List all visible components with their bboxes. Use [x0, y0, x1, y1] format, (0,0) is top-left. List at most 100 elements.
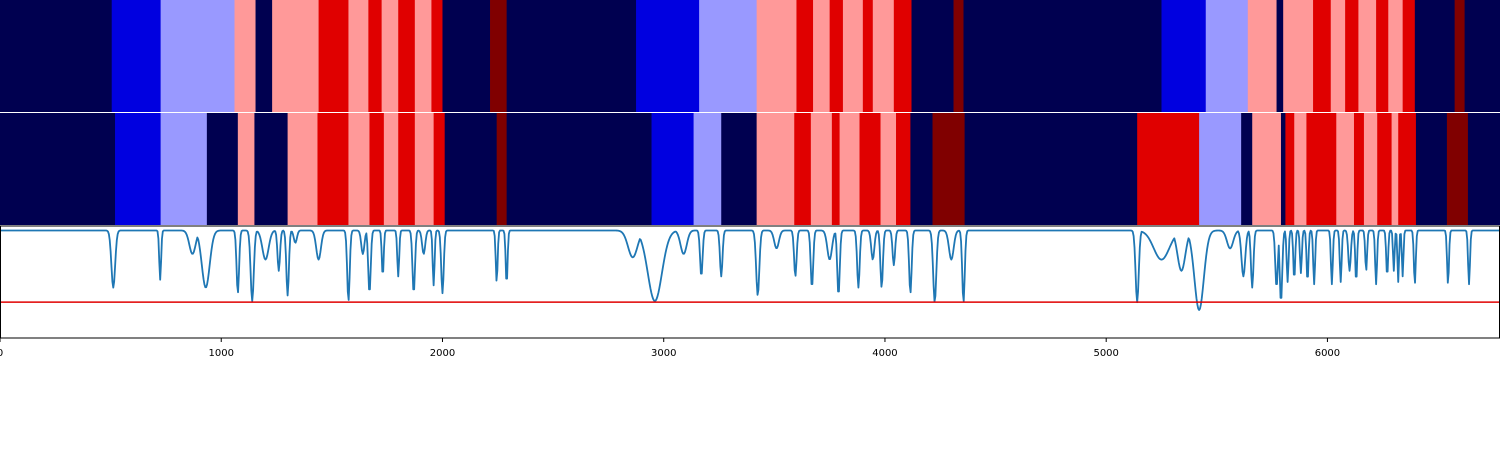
middle-band-segment [506, 113, 652, 225]
middle-band-segment [348, 113, 370, 225]
top-band-segment [953, 0, 964, 112]
middle-band-segment [369, 113, 385, 225]
middle-band-segment [651, 113, 694, 225]
top-band-segment [813, 0, 831, 112]
top-band-segment [699, 0, 758, 112]
top-band-segment [1205, 0, 1249, 112]
middle-band-segment [1391, 113, 1399, 225]
top-band-segment [1283, 0, 1314, 112]
middle-band-segment [1252, 113, 1282, 225]
middle-band-segment [317, 113, 349, 225]
top-band-segment [1358, 0, 1377, 112]
middle-band-segment [206, 113, 239, 225]
middle-band-segment [721, 113, 758, 225]
top-band-segment [318, 0, 349, 112]
middle-band-segment [160, 113, 208, 225]
top-band-segment [1330, 0, 1346, 112]
middle-band-segment [414, 113, 435, 225]
top-band-segment [1376, 0, 1389, 112]
middle-band-segment [756, 113, 795, 225]
x-tick-label: 2000 [430, 348, 455, 359]
middle-band-segment [810, 113, 833, 225]
top-band-segment [842, 0, 864, 112]
middle-band-segment [831, 113, 841, 225]
middle-band-segment [115, 113, 162, 225]
top-band-segment [398, 0, 416, 112]
top-band-panel [0, 0, 1500, 112]
middle-band-segment [1446, 113, 1469, 225]
x-tick-label: 5000 [1093, 348, 1118, 359]
top-band-segment [490, 0, 508, 112]
middle-band-segment [910, 113, 933, 225]
top-band-segment [1313, 0, 1332, 112]
middle-band-segment [1336, 113, 1355, 225]
middle-band-panel [0, 112, 1500, 226]
middle-band-segment [896, 113, 911, 225]
middle-band-segment [1398, 113, 1417, 225]
middle-band-segment [1377, 113, 1392, 225]
top-band-segment [636, 0, 700, 112]
signal-panel [0, 225, 1500, 339]
middle-band-segment [1137, 113, 1200, 225]
top-band-segment [368, 0, 383, 112]
middle-band-segment [1353, 113, 1365, 225]
top-band-segment [1454, 0, 1466, 112]
top-band-segment [272, 0, 319, 112]
middle-band-segment [444, 113, 498, 225]
middle-band-segment [1199, 113, 1242, 225]
x-tick-label: 3000 [651, 348, 676, 359]
top-band-segment [756, 0, 797, 112]
middle-band-segment [1363, 113, 1378, 225]
middle-band-segment [693, 113, 722, 225]
top-band-segment [911, 0, 954, 112]
top-band-segment [160, 0, 235, 112]
middle-band-segment [880, 113, 897, 225]
middle-band-segment [383, 113, 399, 225]
top-band-segment [255, 0, 273, 112]
middle-band-segment [839, 113, 860, 225]
top-band-segment [348, 0, 369, 112]
top-band-segment [796, 0, 814, 112]
top-band-segment [414, 0, 432, 112]
top-band-segment [1161, 0, 1207, 112]
x-tick-label: 4000 [872, 348, 897, 359]
top-band-segment [872, 0, 895, 112]
top-band-segment [1388, 0, 1404, 112]
top-band-segment [0, 0, 113, 112]
middle-band-segment [1294, 113, 1307, 225]
middle-band-segment [433, 113, 446, 225]
top-band-segment [963, 0, 1162, 112]
middle-band-segment [794, 113, 812, 225]
top-band-segment [442, 0, 491, 112]
top-band-segment [111, 0, 162, 112]
middle-band-segment [1285, 113, 1295, 225]
middle-band-segment [237, 113, 255, 225]
top-band-segment [1414, 0, 1456, 112]
middle-band-segment [0, 113, 116, 225]
middle-band-segment [287, 113, 318, 225]
middle-band-segment [1280, 113, 1286, 225]
top-band-segment [234, 0, 256, 112]
top-band-segment [1247, 0, 1277, 112]
top-band-segment [1345, 0, 1359, 112]
x-tick-label: 1000 [209, 348, 234, 359]
middle-band-segment [1467, 113, 1500, 225]
x-axis: 0 1000 2000 3000 4000 5000 6000 [0, 338, 1340, 359]
top-band-segment [893, 0, 912, 112]
top-band-segment [381, 0, 399, 112]
x-tick-label: 0 [0, 348, 3, 359]
top-band-segment [829, 0, 844, 112]
middle-band-segment [1306, 113, 1337, 225]
middle-band-segment [932, 113, 966, 225]
middle-band-segment [859, 113, 881, 225]
top-band-segment [1276, 0, 1284, 112]
signal-line [0, 229, 1500, 311]
top-band-segment [1464, 0, 1500, 112]
top-band-segment [506, 0, 637, 112]
top-band-segment [431, 0, 443, 112]
middle-band-segment [254, 113, 289, 225]
middle-band-segment [496, 113, 508, 225]
middle-band-segment [1241, 113, 1253, 225]
